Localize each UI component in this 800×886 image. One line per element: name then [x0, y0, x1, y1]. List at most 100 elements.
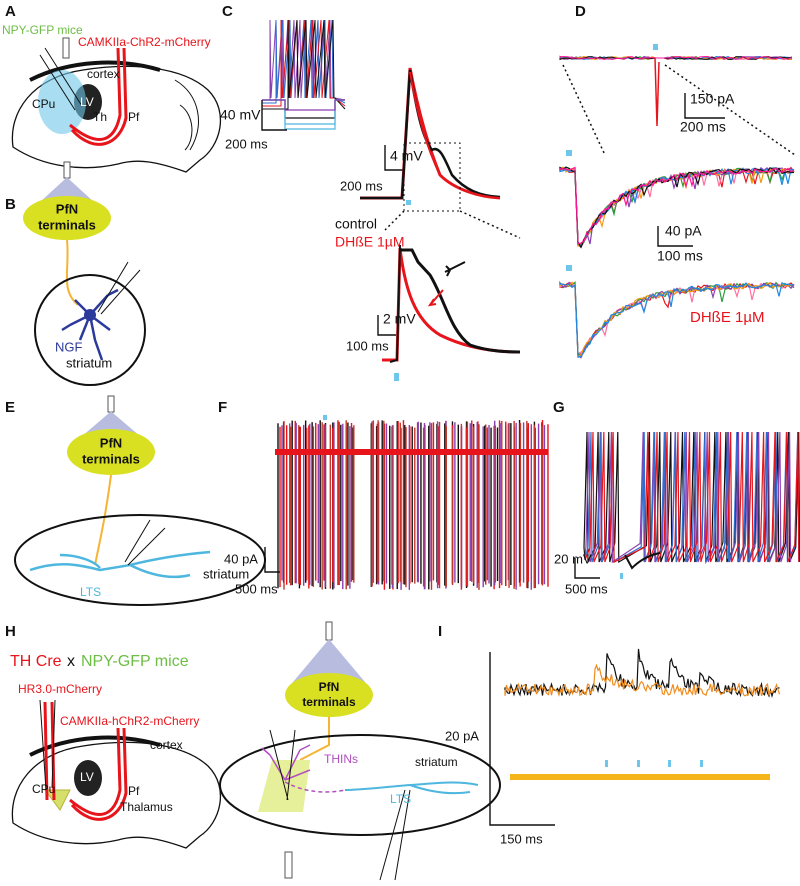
- stim-marker: [700, 760, 703, 767]
- scale-bar: [574, 558, 600, 579]
- label: DHßE 1µM: [690, 309, 764, 326]
- label: control: [335, 216, 377, 232]
- optic-fiber: [107, 395, 115, 413]
- corpus-callosum: [29, 60, 161, 82]
- label: 40 mV: [220, 107, 261, 123]
- label: 150 pA: [690, 91, 735, 107]
- label: NPY-GFP mice: [81, 653, 189, 670]
- scale-bar: [384, 145, 403, 171]
- axon: [65, 239, 79, 306]
- zoom-line: [562, 64, 796, 156]
- label: 200 ms: [680, 119, 726, 135]
- label: 20 mV: [554, 551, 592, 566]
- spike-trace: [584, 431, 800, 565]
- stim-marker: [637, 760, 640, 767]
- brain-outline: [11, 741, 222, 849]
- label: terminals: [82, 451, 140, 466]
- scale-bar: [684, 93, 725, 119]
- electrode: [39, 699, 56, 791]
- label: E: [5, 399, 15, 416]
- label: I: [438, 623, 442, 640]
- label: striatum: [66, 355, 112, 370]
- label: LTS: [390, 792, 411, 806]
- arrow: [444, 261, 466, 277]
- optic-fiber: [63, 161, 71, 179]
- lateral-ventricle: [74, 760, 102, 796]
- label: 200 ms: [225, 136, 268, 151]
- terminal-ellipse: [67, 429, 155, 475]
- stim-marker: [566, 150, 572, 156]
- zoom-dhbe: [382, 247, 521, 362]
- label: striatum: [415, 755, 458, 769]
- electrode: [124, 519, 166, 566]
- corpus-callosum: [29, 735, 161, 757]
- scale-bar: [377, 315, 396, 336]
- lts-neuron: [344, 781, 479, 795]
- scale-bar: [261, 100, 287, 131]
- label: 100 ms: [657, 248, 703, 264]
- scale-bar: [489, 652, 555, 826]
- zoom-line: [384, 210, 521, 239]
- arrow: [427, 298, 437, 307]
- electrode: [97, 261, 141, 315]
- label: G: [553, 399, 565, 416]
- stim-marker: [605, 760, 608, 767]
- axon: [94, 474, 112, 566]
- optic-fiber: [62, 37, 70, 59]
- light-bar: [510, 774, 770, 780]
- stim-marker: [394, 373, 399, 381]
- striatum-ellipse: [219, 734, 501, 836]
- zoom-box: [403, 142, 461, 212]
- label: D: [575, 3, 586, 20]
- label: Thalamus: [120, 800, 173, 814]
- current-trace: [504, 663, 781, 697]
- spike-trace: [262, 19, 346, 110]
- terminal-ellipse: [23, 196, 111, 240]
- stim-marker: [566, 265, 572, 271]
- label: A: [5, 3, 16, 20]
- step-trace: [262, 99, 345, 111]
- label: Th: [93, 110, 107, 124]
- label: cortex: [87, 67, 120, 81]
- label: CPu: [32, 97, 55, 111]
- label: Pf: [128, 110, 140, 124]
- label: 20 pA: [445, 728, 479, 743]
- spike-trace: [624, 552, 661, 570]
- thin-neuron: [261, 744, 311, 781]
- spike-trace: [283, 420, 544, 590]
- label: DHßE 1µM: [335, 234, 405, 250]
- stim-marker: [653, 44, 658, 50]
- lts-neuron: [29, 550, 211, 579]
- stim-marker: [406, 200, 411, 205]
- label: B: [5, 196, 16, 213]
- label: 2 mV: [383, 311, 416, 327]
- label: 40 pA: [665, 223, 702, 239]
- spike-trace: [262, 19, 346, 107]
- current-trace: [654, 57, 660, 127]
- cerebellum: [174, 79, 199, 151]
- stim-marker: [323, 415, 327, 420]
- label: LV: [80, 770, 94, 784]
- label: C: [222, 3, 233, 20]
- label: TH Cre: [10, 653, 62, 670]
- label: 40 pA: [224, 551, 258, 566]
- projection: [69, 727, 128, 821]
- label: x: [67, 653, 75, 670]
- label: 4 mV: [390, 148, 423, 164]
- label: NGF: [55, 339, 83, 354]
- label: terminals: [302, 695, 356, 709]
- label: 150 ms: [500, 831, 543, 846]
- spike-trace: [584, 431, 792, 564]
- step-trace: [262, 99, 345, 125]
- stim-marker: [620, 573, 623, 579]
- ngf-neuron: [61, 288, 119, 361]
- zoom-control: [389, 244, 401, 363]
- zoom-control: [400, 248, 521, 354]
- label: striatum: [203, 566, 249, 581]
- label: CPu: [32, 782, 55, 796]
- scale-bar: [657, 226, 693, 247]
- scale-bar: [264, 547, 280, 573]
- label: PfN: [56, 201, 78, 216]
- current-trace: [559, 281, 795, 358]
